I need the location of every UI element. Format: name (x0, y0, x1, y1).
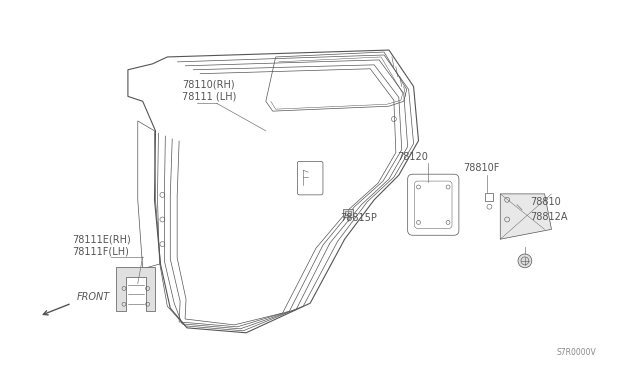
Text: FRONT: FRONT (77, 292, 110, 302)
Text: 78111E(RH): 78111E(RH) (72, 234, 131, 244)
Text: 78110(RH): 78110(RH) (182, 80, 235, 89)
Polygon shape (116, 267, 156, 311)
Text: 78111F(LH): 78111F(LH) (72, 247, 129, 257)
Text: 78120: 78120 (397, 153, 428, 162)
Text: 78812A: 78812A (530, 212, 567, 222)
Text: 78810: 78810 (530, 197, 561, 207)
Circle shape (518, 254, 532, 268)
Text: 78815P: 78815P (340, 214, 376, 224)
Text: 78810F: 78810F (463, 163, 499, 173)
Polygon shape (500, 194, 552, 239)
Text: S7R0000V: S7R0000V (556, 349, 596, 357)
Text: 78111 (LH): 78111 (LH) (182, 91, 236, 101)
Polygon shape (342, 209, 353, 217)
